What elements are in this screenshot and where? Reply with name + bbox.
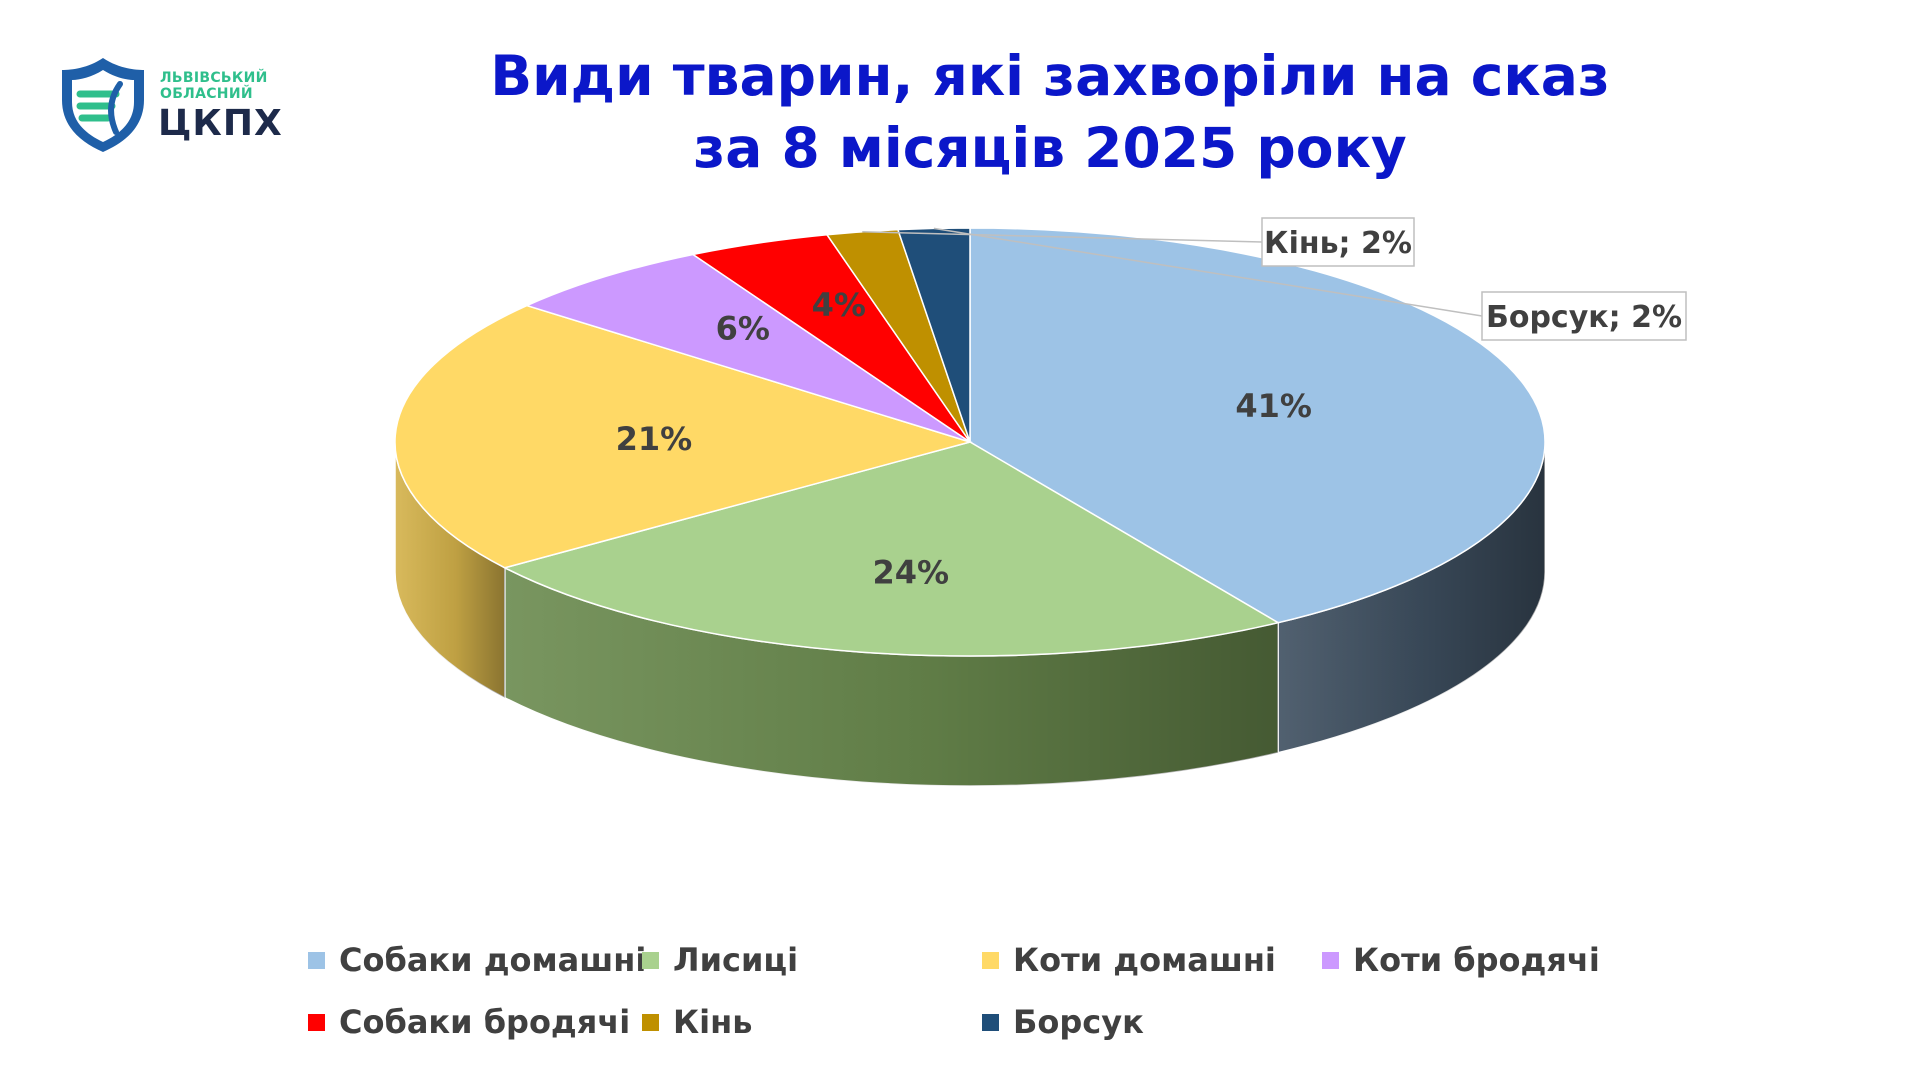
data-label-коти-бродячі: 6% (716, 310, 770, 348)
legend-label: Собаки домашні (339, 941, 647, 979)
legend-item-кінь: Кінь (642, 1002, 752, 1042)
pie-slice-лисиці (502, 441, 1281, 657)
legend-item-собаки-домашні: Собаки домашні (308, 940, 646, 980)
data-label-коти-домашні: 21% (616, 420, 693, 458)
legend-label: Коти домашні (1013, 941, 1276, 979)
legend-item-коти-бродячі: Коти бродячі (1322, 940, 1600, 980)
legend-swatch (982, 1013, 999, 1031)
legend-swatch (308, 1013, 325, 1031)
legend-item-борсук: Борсук (982, 1002, 1144, 1042)
legend-item-лисиці: Лисиці (642, 940, 798, 980)
legend-item-собаки-бродячі: Собаки бродячі (308, 1002, 630, 1042)
data-label-собаки-бродячі: 4% (812, 286, 866, 324)
logo-line-1: ЛЬВІВСЬКИЙ (160, 70, 268, 86)
logo-main-text: ЦКПХ (158, 103, 283, 144)
chart-title-line-2: за 8 місяців 2025 року (693, 116, 1407, 180)
data-label-борсук-leader (933, 227, 1483, 317)
legend-swatch (982, 951, 999, 969)
pie-slice-борсук (896, 227, 971, 443)
logo: ЛЬВІВСЬКИЙ ОБЛАСНИЙ ЦКПХ (58, 54, 298, 164)
data-label-кінь-leader (862, 231, 1263, 243)
pie-slice-коти-домашні (394, 304, 973, 569)
legend-swatch (308, 951, 325, 969)
legend-swatch (642, 1013, 659, 1031)
legend-swatch (1322, 951, 1339, 969)
legend-label: Борсук (1013, 1003, 1144, 1041)
data-label-собаки-домашні: 41% (1235, 387, 1312, 425)
legend-label: Кінь (673, 1003, 753, 1041)
legend-label: Лисиці (673, 941, 799, 979)
pie-label-layer: 41% 24% 21% 6% 4% Кінь; 2% Борсук; 2% (616, 217, 1687, 591)
pie-side-лисиці-shade (504, 567, 1279, 786)
pie-slice-собаки-домашні (969, 227, 1546, 624)
legend-swatch (642, 951, 659, 969)
data-label-кінь: Кінь; 2% (1264, 226, 1412, 261)
legend-label: Коти бродячі (1353, 941, 1600, 979)
shield-logo-icon (62, 58, 144, 152)
legend-label: Собаки бродячі (339, 1003, 631, 1041)
chart-title: Види тварин, які захворіли на сказ за 8 … (340, 40, 1760, 184)
chart-title-line-1: Види тварин, які захворіли на сказ (490, 44, 1610, 108)
pie-side-коти-домашні-shade (395, 442, 505, 698)
data-label-кінь-box (1261, 217, 1415, 267)
pie-side-собаки-домашні-shade (1278, 442, 1545, 753)
logo-line-2: ОБЛАСНИЙ (160, 86, 253, 102)
pie-side-layer (394, 441, 1546, 787)
data-label-борсук: Борсук; 2% (1486, 300, 1682, 335)
legend-item-коти-домашні: Коти домашні (982, 940, 1276, 980)
pie-top-layer (394, 227, 1546, 657)
data-label-борсук-box (1481, 291, 1687, 341)
data-label-лисиці: 24% (872, 553, 949, 591)
pie-slice-коти-бродячі (524, 253, 971, 443)
